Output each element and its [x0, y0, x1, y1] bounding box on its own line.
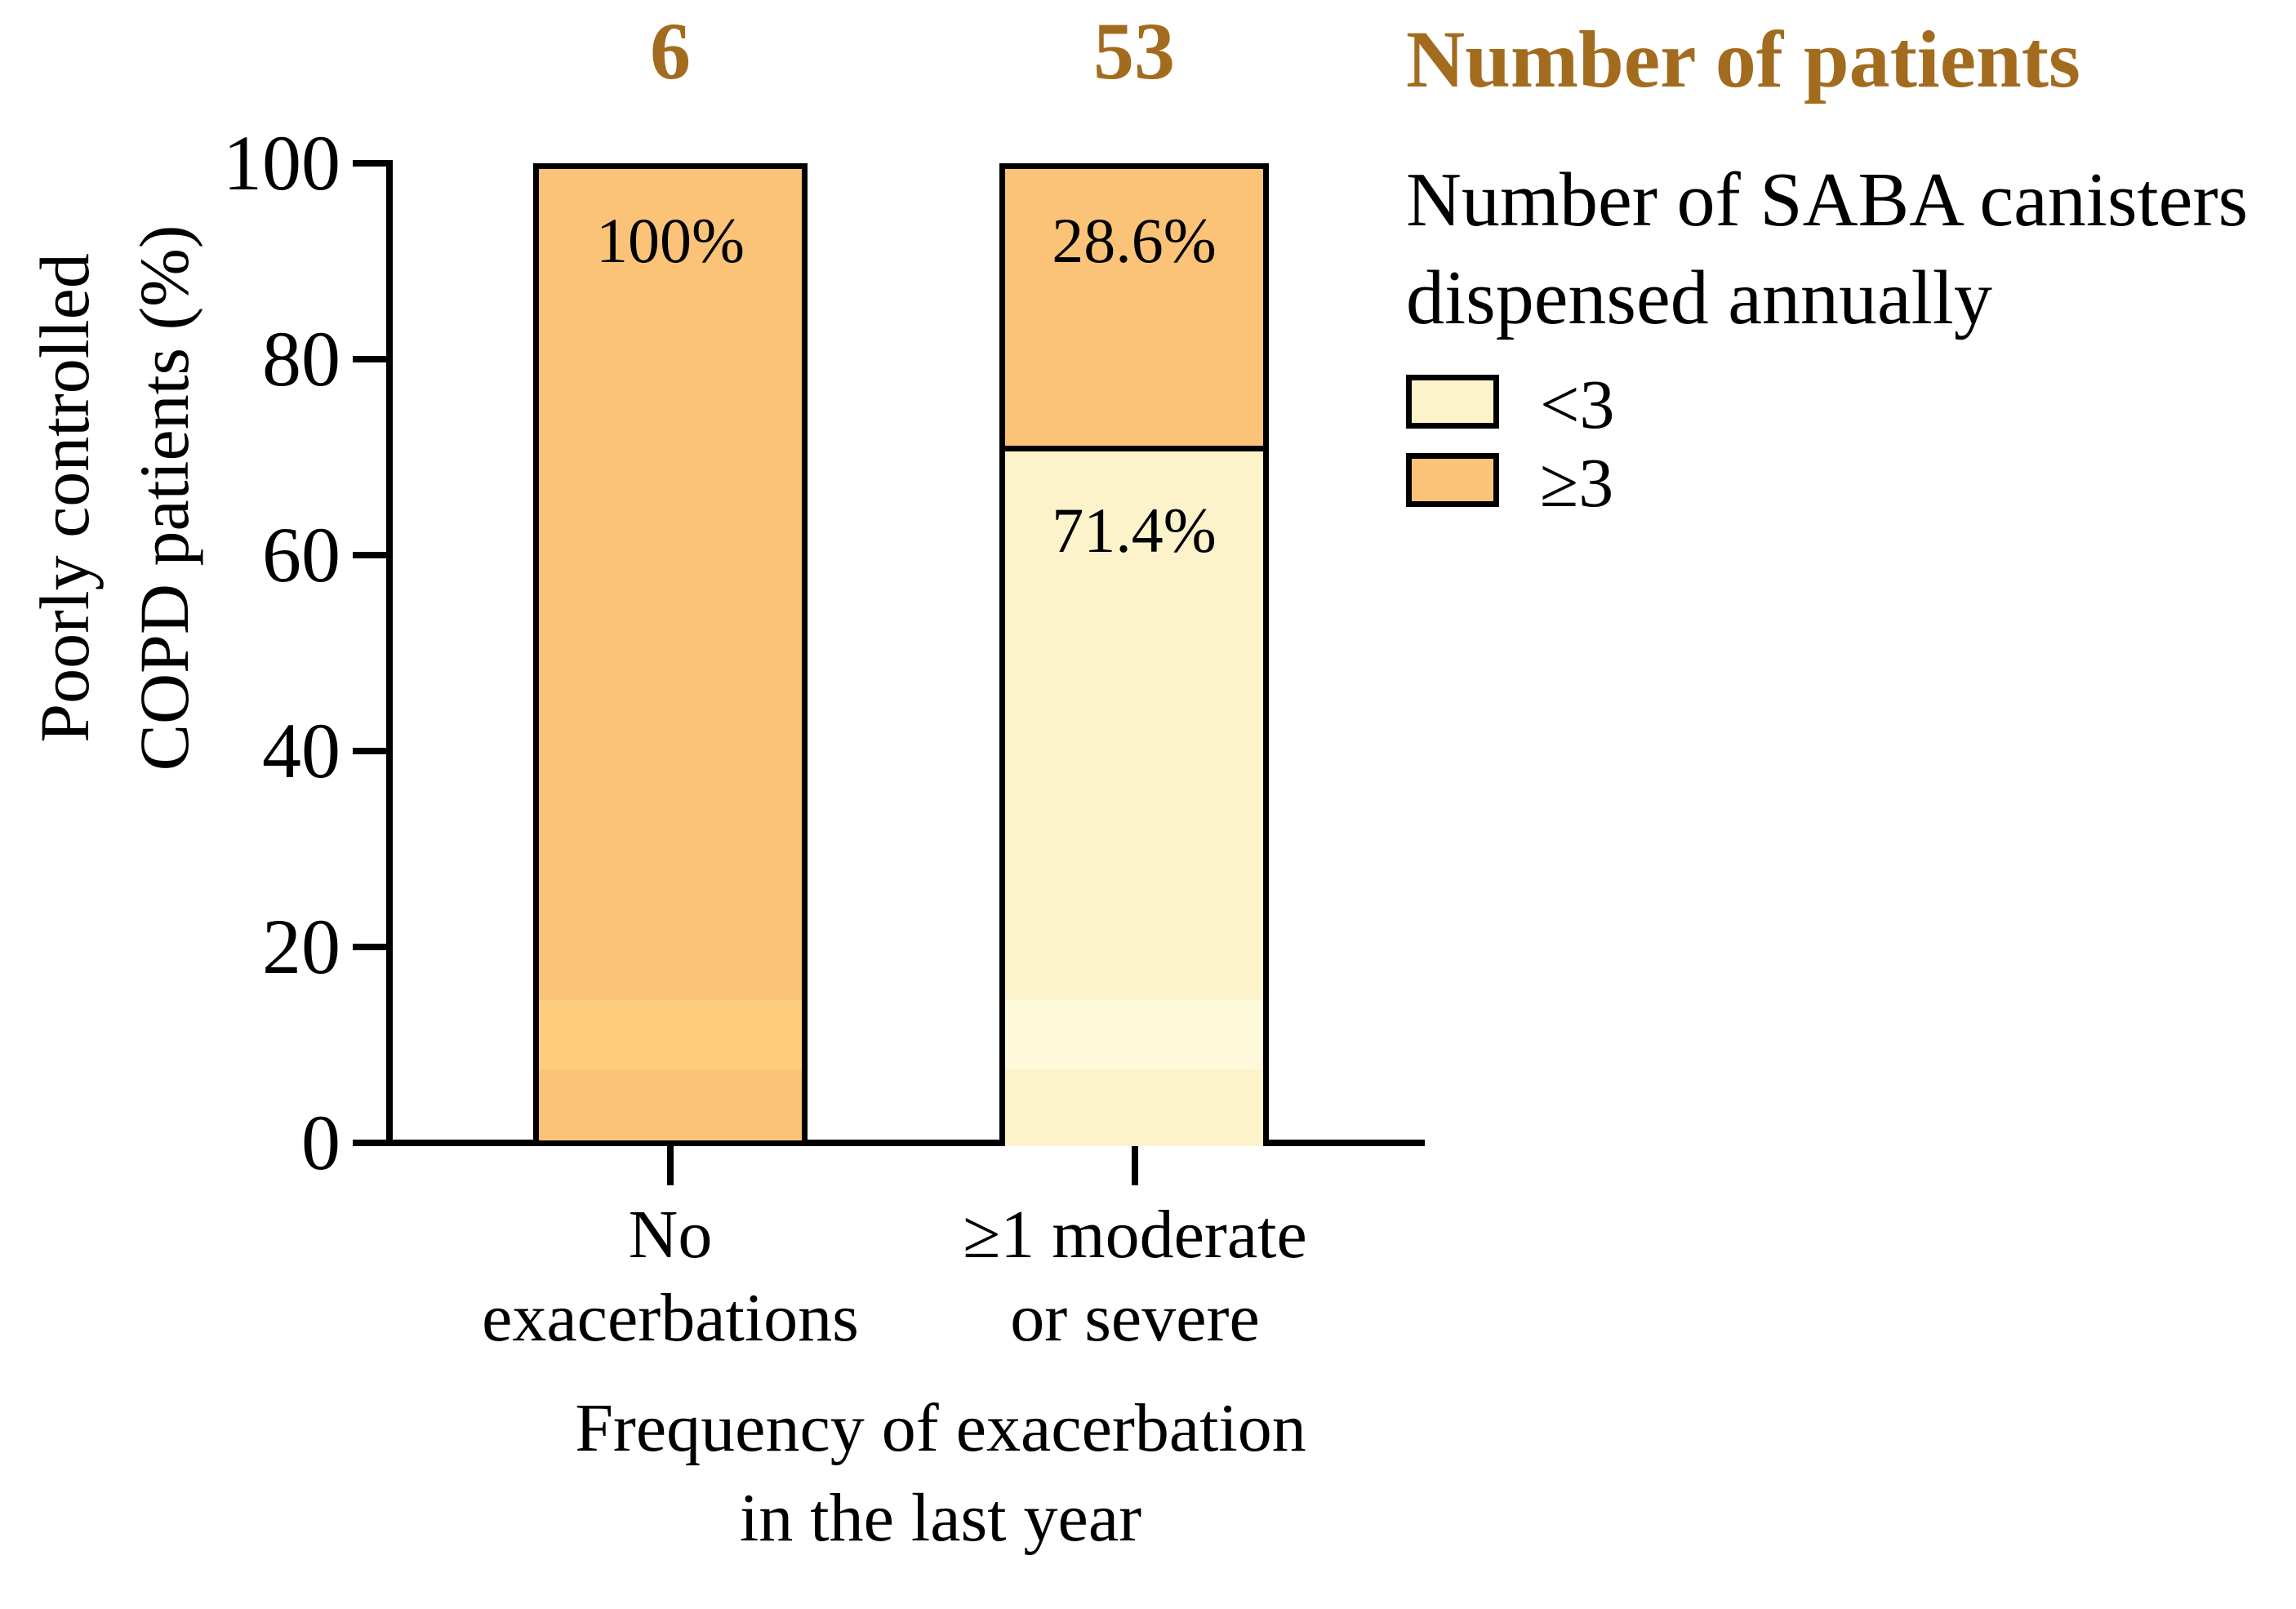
x-axis-line — [353, 1140, 1425, 1146]
legend-swatch-lt3 — [1406, 375, 1499, 429]
patient-count-bar2: 53 — [1093, 6, 1175, 96]
y-tick-mark-40 — [353, 748, 393, 754]
y-tick-label-40: 40 — [262, 707, 340, 794]
x-axis-title: Frequency of exacerbation in the last ye… — [328, 1384, 1553, 1563]
legend-title-line1: Number of SABA canisters — [1406, 158, 2249, 242]
legend-title-line2: dispensed annually — [1406, 256, 1992, 340]
category1-line2: exacerbations — [482, 1280, 859, 1356]
legend-swatch-ge3 — [1406, 453, 1499, 507]
bar1-shade-band — [539, 1000, 802, 1069]
legend-label-lt3: <3 — [1540, 365, 1615, 443]
bar-no-exacerbations: 100% — [533, 163, 808, 1146]
category1-line1: No — [628, 1197, 713, 1273]
value-label-bar2-ge3: 28.6% — [1052, 205, 1217, 276]
y-tick-label-60: 60 — [262, 511, 340, 598]
bar2-shade-band — [1005, 1000, 1263, 1069]
y-tick-label-80: 80 — [262, 315, 340, 402]
category-label-no-exacerbations: No exacerbations — [425, 1193, 915, 1360]
y-tick-label-20: 20 — [262, 903, 340, 990]
patient-count-bar1: 6 — [650, 6, 691, 96]
bar-moderate-severe: 28.6% 71.4% — [999, 163, 1269, 1146]
y-tick-label-100: 100 — [223, 119, 340, 207]
y-tick-mark-60 — [353, 552, 393, 558]
x-axis-title-line2: in the last year — [739, 1480, 1142, 1556]
y-tick-mark-20 — [353, 944, 393, 950]
y-tick-label-0: 0 — [301, 1099, 340, 1186]
number-of-patients-header: Number of patients — [1406, 14, 2080, 104]
y-tick-mark-100 — [353, 160, 393, 167]
bar2-segment-ge3: 28.6% — [1005, 169, 1263, 451]
category2-line1: ≥1 moderate — [963, 1197, 1307, 1273]
category2-line2: or severe — [1010, 1280, 1260, 1356]
value-label-bar1-ge3: 100% — [596, 205, 745, 276]
x-tick-mark-2 — [1132, 1146, 1138, 1185]
legend-title: Number of SABA canisters dispensed annua… — [1406, 151, 2248, 347]
category-label-moderate-severe: ≥1 moderate or severe — [890, 1193, 1380, 1360]
x-tick-mark-1 — [667, 1146, 674, 1185]
y-tick-mark-80 — [353, 356, 393, 362]
bar2-segment-lt3: 71.4% — [1005, 451, 1263, 1146]
y-axis-line — [386, 160, 393, 1146]
legend-label-ge3: ≥3 — [1540, 443, 1614, 522]
value-label-bar2-lt3: 71.4% — [1052, 495, 1217, 566]
y-axis-title-line1: Poorly controlled — [25, 253, 104, 743]
x-axis-title-line1: Frequency of exacerbation — [575, 1390, 1306, 1466]
